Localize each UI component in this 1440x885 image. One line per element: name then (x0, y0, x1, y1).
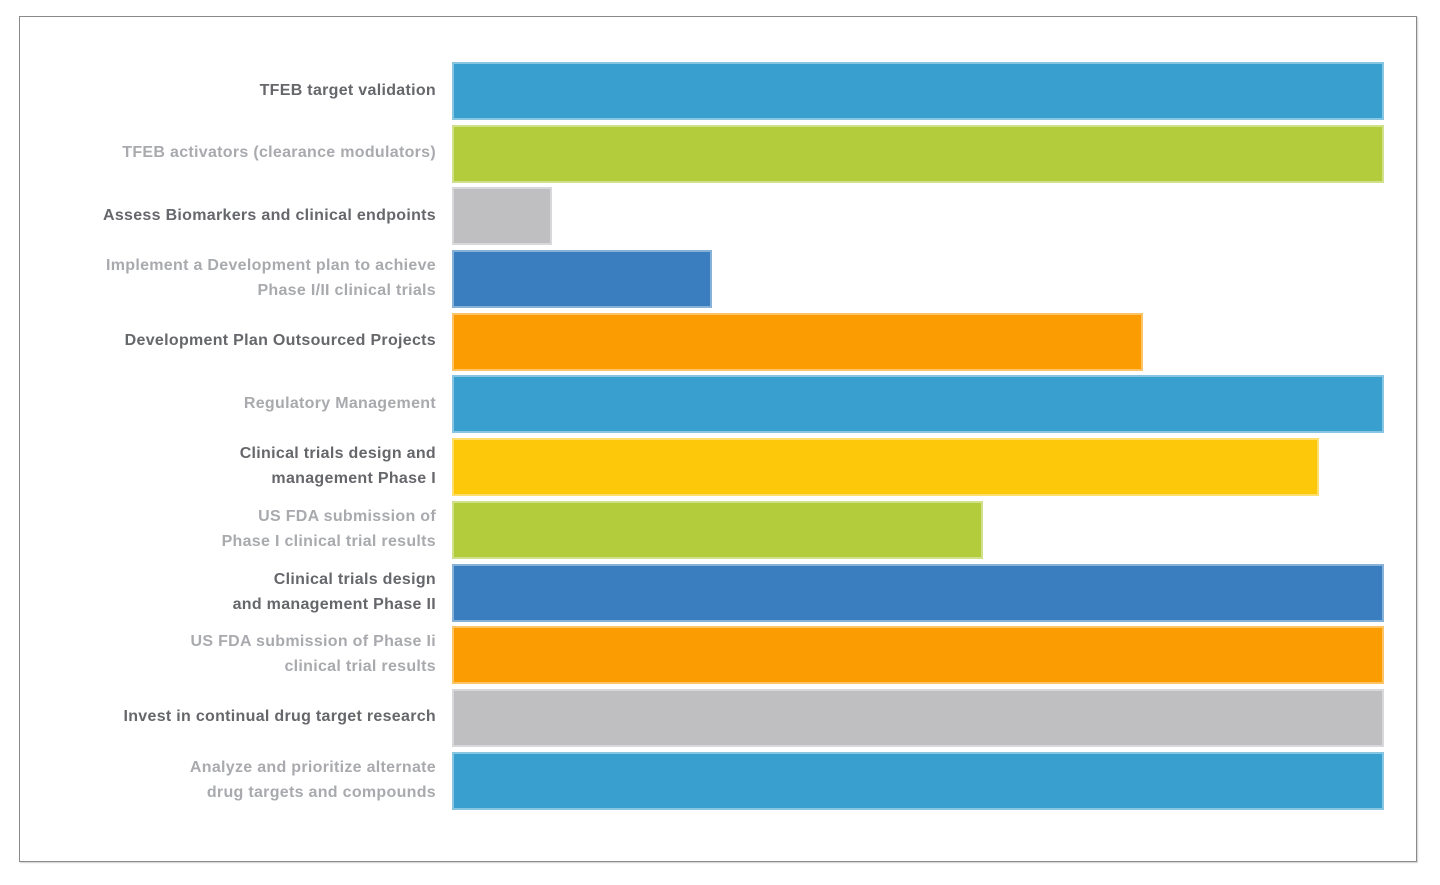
category-label: Invest in continual drug target research (123, 708, 436, 726)
chart-row: US FDA submission of Phase I clinical tr… (20, 500, 1420, 564)
bar-track (452, 187, 1384, 246)
chart-row: TFEB target validation (20, 62, 1420, 125)
value-bar (452, 563, 1384, 622)
chart-row: Invest in continual drug target research (20, 688, 1420, 752)
bar-track (452, 688, 1384, 747)
bar-track (452, 124, 1384, 183)
value-bar (452, 187, 552, 246)
bar-track (452, 250, 1384, 309)
value-bar (452, 375, 1384, 434)
category-label: Development Plan Outsourced Projects (124, 332, 436, 350)
chart-row: TFEB activators (clearance modulators) (20, 124, 1420, 188)
chart-row: Development Plan Outsourced Projects (20, 312, 1420, 376)
bar-track (452, 312, 1384, 371)
value-bar (452, 124, 1384, 183)
bar-track (452, 751, 1384, 810)
chart-row: Implement a Development plan to achieve … (20, 250, 1420, 313)
horizontal-bar-chart: TFEB target validation TFEB activators (c… (20, 62, 1420, 814)
category-label: TFEB activators (clearance modulators) (122, 144, 436, 162)
chart-row: Assess Biomarkers and clinical endpoints (20, 187, 1420, 250)
value-bar (452, 751, 1384, 810)
bar-track (452, 626, 1384, 685)
bar-track (452, 62, 1384, 120)
category-label: Clinical trials design and management Ph… (232, 570, 436, 613)
bar-track (452, 375, 1384, 434)
value-bar (452, 438, 1319, 497)
category-label: US FDA submission of Phase Ii clinical t… (190, 633, 436, 676)
chart-row: Regulatory Management (20, 375, 1420, 438)
value-bar (452, 312, 1143, 371)
chart-row: Clinical trials design and management Ph… (20, 438, 1420, 501)
category-label: Analyze and prioritize alternate drug ta… (189, 758, 436, 801)
value-bar (452, 250, 713, 309)
chart-row: Clinical trials design and management Ph… (20, 563, 1420, 627)
bar-track (452, 563, 1384, 622)
category-label: US FDA submission of Phase I clinical tr… (221, 508, 436, 550)
category-label: Assess Biomarkers and clinical endpoints (102, 206, 436, 224)
chart-row: Analyze and prioritize alternate drug ta… (20, 751, 1420, 815)
category-label: Regulatory Management (243, 395, 436, 413)
value-bar (452, 626, 1384, 685)
category-label: Clinical trials design and management Ph… (239, 445, 436, 488)
value-bar (452, 688, 1384, 747)
value-bar (452, 62, 1384, 120)
category-label: TFEB target validation (259, 81, 436, 99)
category-label: Implement a Development plan to achieve … (105, 257, 436, 300)
value-bar (452, 500, 984, 559)
bar-track (452, 438, 1384, 497)
bar-track (452, 500, 1384, 559)
chart-row: US FDA submission of Phase Ii clinical t… (20, 626, 1420, 689)
